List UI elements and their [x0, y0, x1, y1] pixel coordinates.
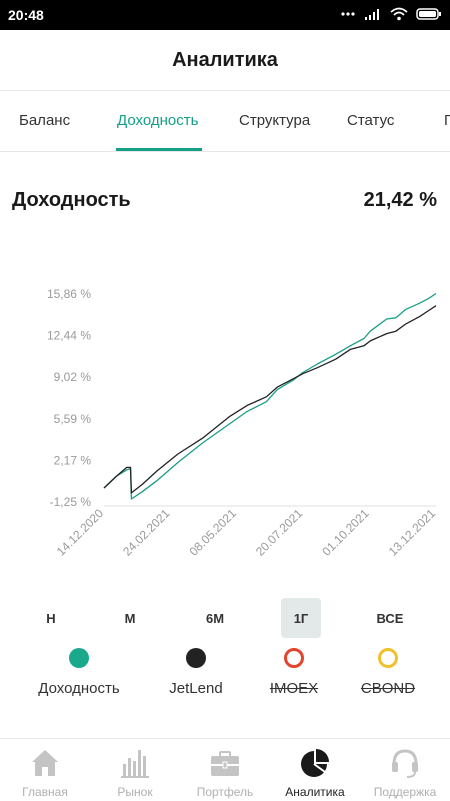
tab-balance[interactable]: Баланс [19, 112, 71, 129]
status-icons [340, 7, 442, 21]
y-tick-label: 9,02 % [54, 370, 92, 384]
market-bars-icon [121, 750, 149, 778]
nav-market-label: Рынок [117, 785, 153, 799]
period-6m-button[interactable]: 6М [205, 610, 225, 626]
bottom-navigation: Главная Рынок Портфель Аналитика [0, 738, 450, 801]
headset-icon [392, 749, 418, 778]
nav-support-label: Поддержка [373, 785, 437, 799]
legend-jetlend[interactable]: JetLend [141, 648, 251, 697]
legend-yield[interactable]: Доходность [24, 648, 134, 697]
x-tick-label: 14.12.2020 [54, 506, 107, 559]
briefcase-icon [211, 751, 239, 776]
nav-market[interactable]: Рынок [90, 739, 180, 801]
tab-structure[interactable]: Структура [239, 112, 311, 129]
legend-cbond-dot [378, 648, 398, 668]
period-all-button[interactable]: ВСЕ [376, 610, 404, 626]
x-tick-label: 20.07.2021 [253, 506, 306, 559]
x-tick-label: 01.10.2021 [319, 506, 372, 559]
metric-title: Доходность [12, 189, 131, 211]
period-week-button[interactable]: Н [46, 610, 56, 626]
analytics-tabs: Баланс Доходность Структура Статус П [0, 91, 450, 152]
period-month-button[interactable]: М [124, 610, 136, 626]
nav-analytics-label: Аналитика [285, 785, 345, 799]
legend-yield-dot [69, 648, 89, 668]
legend-imoex[interactable]: IMOEX [239, 648, 349, 697]
tab-next-partial[interactable]: П [444, 112, 450, 129]
nav-home-label: Главная [22, 785, 68, 799]
nav-support[interactable]: Поддержка [360, 739, 450, 801]
nav-analytics[interactable]: Аналитика [270, 739, 360, 801]
pie-chart-icon [301, 749, 329, 777]
x-tick-label: 08.05.2021 [187, 506, 240, 559]
status-time: 20:48 [8, 7, 44, 23]
signal-icon [365, 9, 379, 20]
app-header: Аналитика [0, 30, 450, 91]
status-bar: 20:48 [0, 0, 450, 30]
y-tick-label: 12,44 % [47, 329, 91, 343]
period-selector: Н М 6М 1Г ВСЕ [0, 598, 450, 638]
x-tick-label: 24.02.2021 [120, 506, 173, 559]
period-1y-button[interactable]: 1Г [281, 598, 321, 638]
legend-jetlend-dot [186, 648, 206, 668]
legend-imoex-dot [284, 648, 304, 668]
series-line-yield [103, 292, 437, 500]
active-tab-indicator [116, 148, 202, 151]
yield-line-chart: 15,86 %12,44 %9,02 %5,59 %2,17 %-1,25 %1… [47, 287, 439, 559]
x-tick-label: 13.12.2021 [386, 506, 439, 559]
nav-portfolio[interactable]: Портфель [180, 739, 270, 801]
page-title: Аналитика [172, 48, 278, 71]
y-tick-label: 15,86 % [47, 287, 91, 301]
y-tick-label: 5,59 % [54, 412, 92, 426]
nav-home[interactable]: Главная [0, 739, 90, 801]
legend-cbond[interactable]: CBOND [333, 648, 443, 697]
wifi-icon [390, 7, 408, 21]
legend-yield-label: Доходность [38, 680, 120, 697]
tab-yield[interactable]: Доходность [117, 112, 199, 129]
legend-imoex-label: IMOEX [269, 680, 319, 697]
legend-cbond-label: CBOND [360, 680, 416, 697]
nav-portfolio-label: Портфель [196, 785, 254, 799]
y-tick-label: 2,17 % [54, 453, 92, 467]
battery-icon [416, 8, 441, 20]
legend-jetlend-label: JetLend [169, 680, 223, 697]
more-dots-icon [341, 12, 355, 16]
home-icon [32, 750, 58, 776]
tab-status[interactable]: Статус [347, 112, 395, 129]
series-line-jetlend [103, 305, 437, 494]
metric-value: 21,42 % [363, 189, 437, 211]
y-tick-label: -1,25 % [50, 495, 92, 509]
